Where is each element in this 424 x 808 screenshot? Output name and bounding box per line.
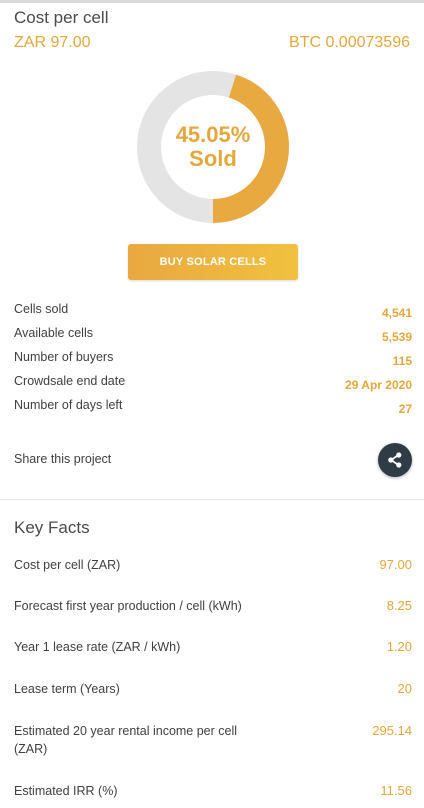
stat-row-number-of-buyers: Number of buyers 115 — [14, 350, 412, 370]
key-fact-label: Lease term (Years) — [14, 682, 120, 696]
sold-progress-donut: 45.05% Sold — [137, 71, 289, 223]
section-divider — [0, 499, 424, 500]
share-icon — [388, 452, 402, 468]
share-button[interactable] — [378, 443, 412, 477]
key-fact-value: 11.56 — [380, 783, 412, 798]
stat-label: Crowdsale end date — [14, 374, 126, 388]
stat-value: 4,541 — [381, 306, 412, 320]
stat-row-days-left: Number of days left 27 — [14, 398, 412, 418]
key-fact-value: 1.20 — [386, 639, 412, 654]
stat-row-cells-sold: Cells sold 4,541 — [14, 302, 412, 322]
stat-value: 5,539 — [381, 330, 412, 344]
zar-price: ZAR 97.00 — [14, 34, 91, 51]
stat-label: Number of buyers — [14, 350, 114, 364]
key-fact-label: Cost per cell (ZAR) — [14, 558, 121, 572]
top-border — [0, 0, 424, 3]
stat-label: Available cells — [14, 326, 93, 340]
key-fact-value: 8.25 — [386, 598, 412, 613]
key-fact-label: Estimated 20 year rental income per cell… — [14, 724, 238, 756]
stat-value: 115 — [392, 354, 412, 368]
key-fact-value: 20 — [397, 681, 412, 696]
stat-value: 27 — [398, 402, 412, 416]
key-fact-label: Year 1 lease rate (ZAR / kWh) — [14, 640, 181, 654]
key-fact-label: Estimated IRR (%) — [14, 784, 118, 798]
sold-percent: 45.05% — [175, 122, 251, 147]
key-fact-label: Forecast first year production / cell (k… — [14, 599, 242, 613]
stat-value: 29 Apr 2020 — [345, 378, 412, 392]
key-fact-value: 97.00 — [379, 557, 412, 572]
key-facts-title: Key Facts — [14, 518, 90, 537]
key-fact-value: 295.14 — [372, 723, 412, 738]
stat-row-available-cells: Available cells 5,539 — [14, 326, 412, 346]
donut-label: 45.05% Sold — [137, 71, 289, 223]
cost-per-cell-title: Cost per cell — [14, 8, 109, 27]
buy-solar-cells-button[interactable]: BUY SOLAR CELLS — [128, 244, 298, 280]
stat-row-crowdsale-end-date: Crowdsale end date 29 Apr 2020 — [14, 374, 412, 394]
stat-label: Number of days left — [14, 398, 123, 412]
stat-label: Cells sold — [14, 302, 69, 316]
share-project-label: Share this project — [14, 452, 112, 466]
donut-sold-arc — [137, 71, 289, 223]
sold-text: Sold — [189, 146, 237, 171]
btc-price: BTC 0.00073596 — [289, 34, 410, 51]
donut-chart — [137, 71, 289, 223]
